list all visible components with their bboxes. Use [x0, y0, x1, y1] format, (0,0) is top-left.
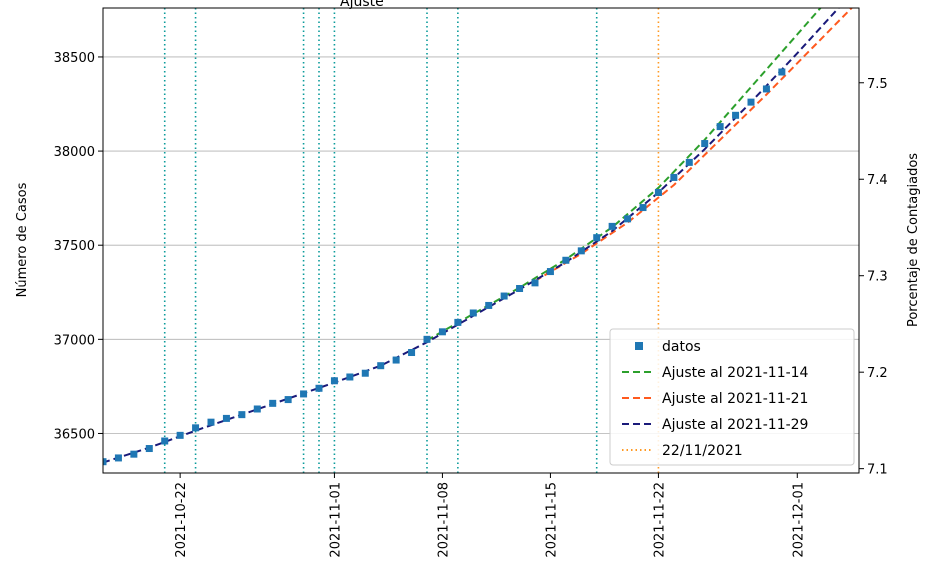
data-point	[130, 450, 138, 458]
data-points	[103, 68, 786, 466]
data-point	[377, 362, 385, 370]
y-axis-right: 7.1 7.2 7.3 7.4 7.5	[859, 77, 888, 478]
data-point	[500, 292, 508, 300]
y-tick-label: 37500	[54, 239, 95, 254]
data-point	[176, 431, 184, 439]
legend-marker	[635, 342, 643, 350]
data-point	[103, 458, 107, 466]
x-tick-label: 2021-11-01	[328, 482, 343, 558]
data-point	[330, 377, 338, 385]
y-axis-title-left: Número de Casos	[15, 182, 30, 297]
y-tick-label: 38000	[54, 145, 95, 160]
data-point	[624, 215, 632, 223]
data-point	[670, 173, 678, 181]
data-point	[315, 384, 323, 392]
y-tick-label: 38500	[54, 51, 95, 66]
legend-label: Ajuste al 2021-11-21	[662, 391, 808, 407]
data-point	[300, 390, 308, 398]
data-point	[284, 396, 292, 404]
data-point	[454, 318, 462, 326]
data-point	[546, 268, 554, 276]
data-point	[685, 158, 693, 166]
data-point	[207, 418, 215, 426]
data-point	[346, 373, 354, 381]
data-point	[747, 98, 755, 106]
fit-curve-1114	[426, 8, 822, 342]
data-point	[608, 222, 616, 230]
legend-label: Ajuste al 2021-11-29	[662, 417, 808, 433]
y-right-tick-label: 7.2	[867, 366, 888, 381]
data-point	[469, 309, 477, 317]
x-axis: 2021-10-22 2021-11-01 2021-11-08 2021-11-15…	[174, 473, 806, 558]
data-point	[423, 335, 431, 343]
fit-curve-1121	[534, 8, 854, 282]
data-point	[654, 188, 662, 196]
y-axis-title-right: Porcentaje de Contagiados	[906, 153, 921, 327]
x-tick-label: 2021-11-08	[436, 482, 451, 558]
y-right-tick-label: 7.3	[867, 270, 888, 285]
data-point	[516, 285, 524, 293]
data-point	[392, 356, 400, 364]
data-point	[639, 204, 647, 212]
legend-label: 22/11/2021	[662, 443, 743, 459]
data-point	[238, 411, 246, 419]
data-point	[762, 85, 770, 93]
plot-frame	[102, 7, 860, 474]
data-point	[577, 247, 585, 255]
legend-label: Ajuste al 2021-11-14	[662, 365, 809, 381]
data-point	[562, 256, 570, 264]
data-point	[732, 111, 740, 119]
data-point	[531, 279, 539, 287]
y-axis-left: 36500 37000 37500 38000 38500	[54, 51, 103, 442]
y-right-tick-label: 7.1	[867, 463, 888, 478]
data-point	[485, 301, 493, 309]
y-tick-label: 37000	[54, 333, 95, 348]
y-tick-label: 36500	[54, 427, 95, 442]
data-point	[192, 424, 200, 432]
data-point	[716, 123, 724, 131]
x-tick-label: 2021-11-15	[544, 482, 559, 558]
legend-label: datos	[662, 339, 701, 355]
data-point	[145, 445, 153, 453]
chart-title-fragment: Ajuste	[340, 0, 384, 10]
legend: datos Ajuste al 2021-11-14 Ajuste al 2021-…	[609, 328, 855, 466]
x-tick-label: 2021-12-01	[791, 482, 806, 558]
y-right-tick-label: 7.5	[867, 77, 888, 92]
data-point	[222, 414, 230, 422]
data-point	[361, 369, 369, 377]
x-tick-label: 2021-10-22	[174, 482, 189, 558]
y-right-tick-label: 7.4	[867, 173, 888, 188]
data-point	[161, 437, 169, 445]
data-point	[778, 68, 786, 76]
data-point	[701, 140, 709, 148]
event-lines	[163, 8, 660, 473]
data-point	[114, 454, 122, 462]
data-point	[269, 399, 277, 407]
data-point	[408, 349, 416, 357]
x-tick-label: 2021-11-22	[652, 482, 667, 558]
legend-box	[609, 328, 855, 466]
data-point	[438, 328, 446, 336]
data-point	[593, 234, 601, 242]
data-point	[253, 405, 261, 413]
